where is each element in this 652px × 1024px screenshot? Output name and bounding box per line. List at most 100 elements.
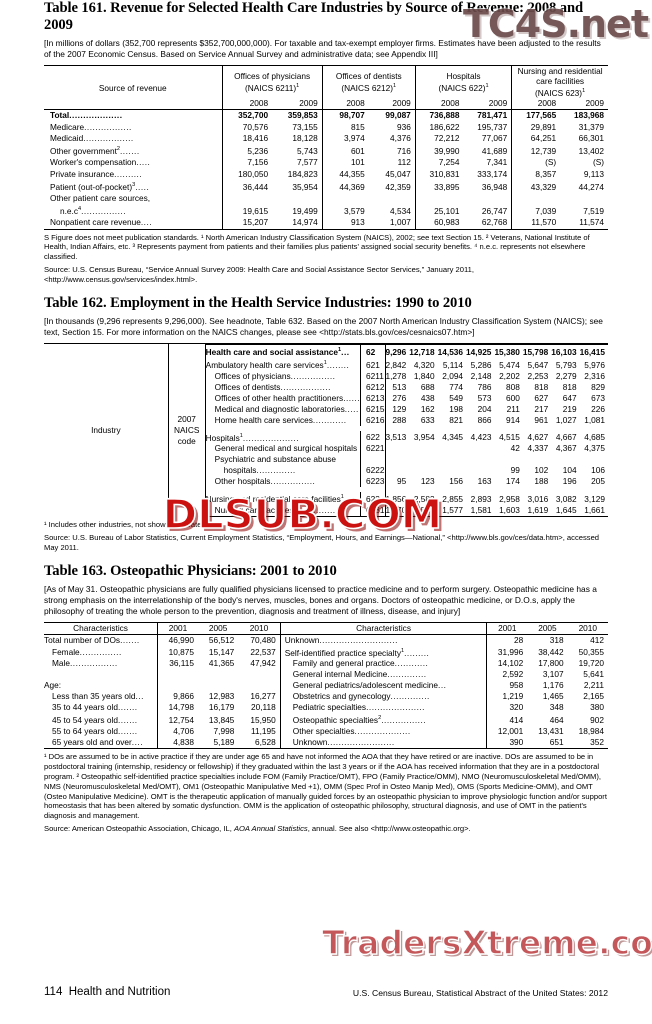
- data-cell: 15,147: [208, 647, 235, 658]
- row-label: Age:: [44, 680, 62, 691]
- row-label: [44, 669, 158, 680]
- data-cell: [523, 454, 551, 465]
- table-row: Offices of dentists.................. 621…: [206, 381, 608, 393]
- data-cell: 5,474: [499, 359, 520, 370]
- leader-dots: ................: [290, 370, 336, 381]
- data-cell: [466, 465, 494, 476]
- row-label: Male.................: [52, 658, 118, 669]
- data-cell: 4,706: [157, 726, 198, 738]
- data-cell: 1,465: [542, 691, 564, 702]
- data-cell: 45,047: [385, 168, 411, 179]
- data-cell: [221, 192, 273, 205]
- row-label: 45 to 54 years old.......: [52, 715, 138, 726]
- data-cell: 5,641: [583, 669, 604, 680]
- data-cell: 11,574: [579, 217, 604, 228]
- table-162-code-header: 2007 NAICS code: [167, 343, 206, 518]
- leader-dots: ........................: [327, 737, 395, 748]
- table-161-year-header: 2008: [221, 98, 273, 110]
- data-cell: 318: [549, 634, 564, 645]
- data-cell: 348: [549, 702, 564, 713]
- group-label-line1: Offices of physicians: [234, 71, 311, 82]
- data-cell: 7,156: [221, 157, 273, 169]
- leader-dots: ...............: [79, 647, 122, 658]
- data-cell: 647: [562, 392, 577, 403]
- data-cell: [466, 454, 494, 465]
- data-cell: 226: [591, 403, 605, 414]
- data-cell: [438, 454, 466, 465]
- leader-dots: ...: [135, 691, 144, 702]
- data-cell: 14,925: [466, 346, 492, 357]
- data-cell: 15,207: [221, 217, 273, 230]
- row-label: Other hospitals................: [214, 476, 316, 487]
- data-cell: 9,113: [583, 168, 604, 179]
- data-cell: 44,369: [321, 179, 369, 193]
- data-cell: 13,845: [208, 715, 235, 726]
- table-163-year-right-0: 2001: [486, 622, 528, 635]
- table-row: 45 to 54 years old....... 12,754 13,845 15,…: [44, 713, 608, 727]
- table-161-stub-header: Source of revenue: [98, 82, 167, 93]
- data-cell: 129: [384, 403, 410, 415]
- table-row: Less than 35 years old... 9,866 12,983 16,2…: [44, 691, 608, 703]
- table-162-stub-header: Industry: [91, 425, 121, 435]
- table-row: Nursing and residential care facilities1…: [206, 492, 608, 506]
- data-cell: 4,838: [157, 737, 198, 749]
- table-163: Characteristics 2001 2005 2010 Character…: [44, 622, 608, 750]
- data-cell: 5,976: [584, 359, 605, 370]
- data-cell: 5,286: [470, 359, 492, 370]
- table-161-source: Source: U.S. Census Bureau, “Service Ann…: [44, 265, 474, 285]
- watermark-tradersxtreme: TradersXtreme.com: [321, 922, 652, 962]
- data-cell: 866: [477, 414, 492, 425]
- data-cell: 14,536: [437, 346, 464, 357]
- data-cell: 188: [534, 476, 549, 487]
- table-162: Industry 2007 NAICS code Health care and…: [44, 343, 608, 518]
- row-label: Family and general practice............: [279, 658, 487, 670]
- row-label: 65 years old and over....: [52, 737, 144, 748]
- table-row: Private insurance.......... 180,050 184,82…: [44, 168, 608, 180]
- data-cell: 818: [562, 381, 577, 392]
- table-162-title: Table 162. Employment in the Health Serv…: [44, 294, 472, 311]
- table-163-title: Table 163. Osteopathic Physicians: 2001 …: [44, 562, 337, 579]
- row-label: 55 to 64 years old.......: [52, 726, 138, 737]
- data-cell: 3,513: [384, 430, 410, 444]
- footnote-marker: 1: [323, 359, 327, 366]
- data-cell: 12,983: [208, 691, 235, 702]
- data-cell: 70,480: [250, 634, 276, 645]
- row-label: Self-identified practice specialty1.....…: [279, 645, 487, 659]
- table-row: 55 to 64 years old....... 4,706 7,998 11,19…: [44, 726, 608, 738]
- table-161-group-3: Nursing and residential care facilities …: [511, 65, 608, 99]
- row-label: Nonpatient care revenue....: [50, 217, 153, 228]
- row-label: Ambulatory health care services1........: [205, 359, 350, 370]
- table-161-year-header: 2009: [392, 98, 411, 109]
- data-cell: 276: [384, 392, 410, 404]
- data-cell: 31,379: [578, 121, 604, 132]
- data-cell: 5,743: [296, 146, 318, 156]
- data-cell: 786: [477, 381, 492, 392]
- data-cell: 821: [449, 414, 464, 425]
- data-cell: 4,627: [527, 432, 549, 443]
- data-cell: 7,519: [583, 206, 604, 217]
- data-cell: 633: [420, 414, 435, 425]
- data-cell: [384, 454, 410, 466]
- table-161-headnote: [In millions of dollars (352,700 represe…: [44, 38, 601, 60]
- data-cell: [438, 465, 466, 476]
- data-cell: 2,583: [413, 494, 435, 505]
- data-cell: 162: [420, 403, 435, 414]
- data-cell: 28: [486, 634, 528, 646]
- naics-code-cell: 6211: [360, 370, 385, 382]
- table-163-year-left-0: 2001: [157, 622, 198, 635]
- table-row: General internal Medicine.............. 2…: [44, 669, 608, 681]
- data-cell: 2,893: [470, 494, 492, 505]
- table-row: Total................... 352,700 359,853 98…: [44, 109, 608, 122]
- data-cell: (S): [592, 157, 604, 168]
- leader-dots: .....: [135, 181, 150, 192]
- data-cell: 19,615: [221, 204, 273, 218]
- group-label-line1: Nursing and residential: [517, 66, 603, 77]
- row-label: Other government2.......: [50, 146, 140, 156]
- table-161: Source of revenue Offices of physicians …: [44, 65, 608, 230]
- data-cell: 41,365: [208, 658, 235, 669]
- naics-code-cell: 6223: [360, 476, 385, 488]
- table-row: Psychiatric and substance abuse: [206, 454, 608, 466]
- data-cell: 183,968: [574, 110, 604, 121]
- leader-dots: .......: [117, 715, 138, 726]
- table-row: Ambulatory health care services1........…: [205, 357, 608, 371]
